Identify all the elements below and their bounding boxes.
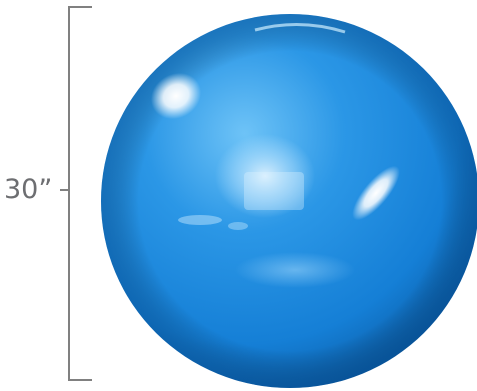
- dimension-bracket: [60, 6, 92, 381]
- dimension-label: 30”: [4, 174, 53, 205]
